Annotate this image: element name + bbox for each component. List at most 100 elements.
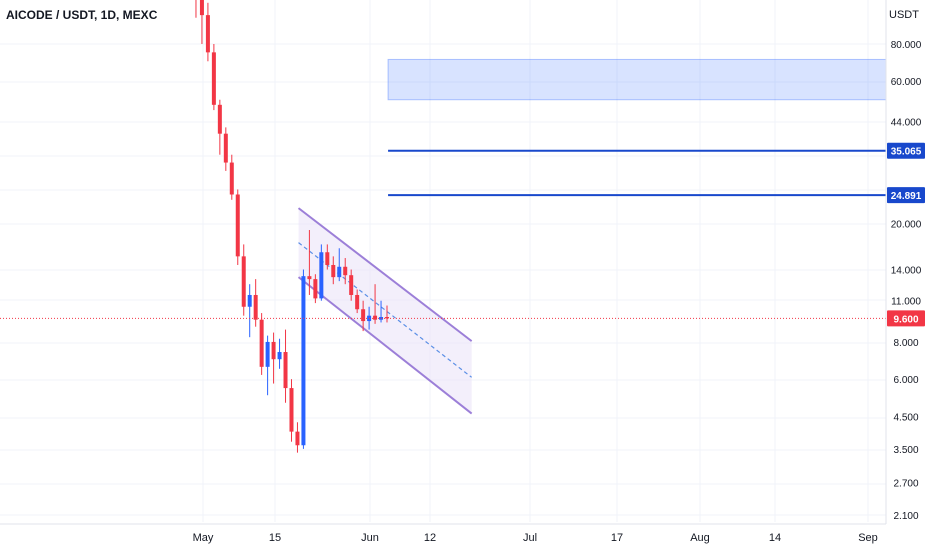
price-axis[interactable]: USDT 80.000 60.000 44.000 35.065 24.891 20.000…	[885, 0, 925, 524]
x-tick-label: Jun	[361, 532, 379, 544]
candle	[289, 379, 294, 442]
price-tag-label: 35.065	[891, 147, 922, 158]
resistance-levels-layer	[388, 149, 886, 197]
y-tick-label: 14.000	[891, 266, 922, 277]
channel-fill	[298, 208, 472, 414]
candle	[313, 274, 318, 304]
candle-body	[313, 279, 318, 299]
candle	[271, 332, 276, 384]
y-tick-label: 6.000	[893, 375, 918, 386]
y-tick-label: 11.000	[891, 297, 921, 308]
y-tick-label: 8.000	[893, 338, 918, 349]
candle	[283, 329, 288, 403]
candle	[361, 300, 366, 332]
candle	[307, 230, 312, 295]
x-tick-label: 15	[269, 532, 281, 544]
y-tick-label: 2.700	[893, 478, 918, 489]
candle-body	[229, 162, 234, 195]
candle-body	[373, 315, 378, 320]
candle	[277, 338, 282, 369]
candle-body	[205, 15, 210, 53]
candle-body	[283, 352, 288, 389]
y-tick-label: 20.000	[891, 219, 922, 230]
candle-body	[253, 294, 258, 320]
candle	[343, 258, 348, 285]
candle	[211, 44, 216, 111]
candle	[223, 127, 228, 171]
price-tag-label: 24.891	[891, 191, 922, 202]
candles-layer	[195, 0, 390, 453]
candle-body	[265, 341, 270, 367]
candle-body	[349, 275, 354, 295]
price-tag	[887, 310, 925, 327]
y-tick-label: 80.000	[891, 40, 922, 51]
candle	[385, 305, 390, 323]
candle	[241, 244, 246, 316]
y-tick-label: 4.500	[893, 412, 918, 423]
x-tick-label: May	[193, 532, 214, 544]
candle-body	[199, 0, 204, 16]
candle	[253, 279, 258, 327]
candle-body	[319, 252, 324, 299]
candle	[199, 0, 204, 44]
candle-body	[235, 194, 240, 257]
channel-upper-line[interactable]	[297, 207, 473, 342]
x-tick-label: Jul	[523, 532, 537, 544]
candle-body	[337, 266, 342, 278]
candle	[295, 422, 300, 453]
candle-body	[355, 294, 360, 310]
candle	[319, 244, 324, 301]
y-tick-label: 44.000	[891, 117, 922, 128]
symbol-title: AICODE / USDT, 1D, MEXC	[6, 8, 158, 22]
candle	[217, 99, 222, 155]
candle-body	[241, 256, 246, 307]
candle	[355, 289, 360, 314]
y-tick-label: 2.100	[893, 511, 918, 522]
candle-body	[217, 104, 222, 134]
candle	[331, 256, 336, 285]
candle-body	[289, 388, 294, 432]
price-tag	[887, 187, 925, 204]
time-axis[interactable]: May 15 Jun 12 Jul 17 Aug 14 Sep	[0, 523, 886, 544]
x-tick-label: Aug	[690, 532, 710, 544]
price-tag-label: 9.600	[893, 314, 918, 325]
candle	[235, 189, 240, 265]
x-tick-label: 12	[424, 532, 436, 544]
candle-body	[271, 341, 276, 360]
candle-body	[277, 352, 282, 360]
candle	[247, 284, 252, 338]
x-tick-label: 14	[769, 532, 781, 544]
target-zone[interactable]	[387, 58, 887, 101]
candle-body	[211, 52, 216, 105]
candle-body	[343, 266, 348, 276]
grid-layer	[0, 0, 886, 522]
candle	[349, 269, 354, 301]
candle-body	[301, 276, 306, 446]
candle	[229, 154, 234, 200]
candle	[325, 244, 330, 270]
candle-body	[295, 431, 300, 446]
candle-body	[247, 294, 252, 307]
candle	[195, 0, 197, 18]
x-tick-label: 17	[611, 532, 623, 544]
candle	[265, 335, 270, 396]
descending-channel-layer[interactable]	[297, 207, 473, 415]
candle	[205, 2, 210, 62]
candle-body	[325, 252, 330, 265]
price-tag	[887, 142, 925, 159]
channel-lower-line[interactable]	[297, 276, 473, 415]
x-tick-label: Sep	[858, 532, 878, 544]
candle	[259, 313, 264, 375]
candle-body	[307, 276, 312, 280]
candle-body	[361, 309, 366, 322]
candle	[301, 269, 306, 449]
candle-body	[331, 264, 336, 278]
candle-body	[223, 133, 228, 163]
axis-unit-label: USDT	[889, 9, 919, 21]
candle	[373, 284, 378, 324]
y-tick-label: 3.500	[893, 445, 918, 456]
candle	[337, 248, 342, 282]
target-zone-layer	[387, 58, 887, 101]
